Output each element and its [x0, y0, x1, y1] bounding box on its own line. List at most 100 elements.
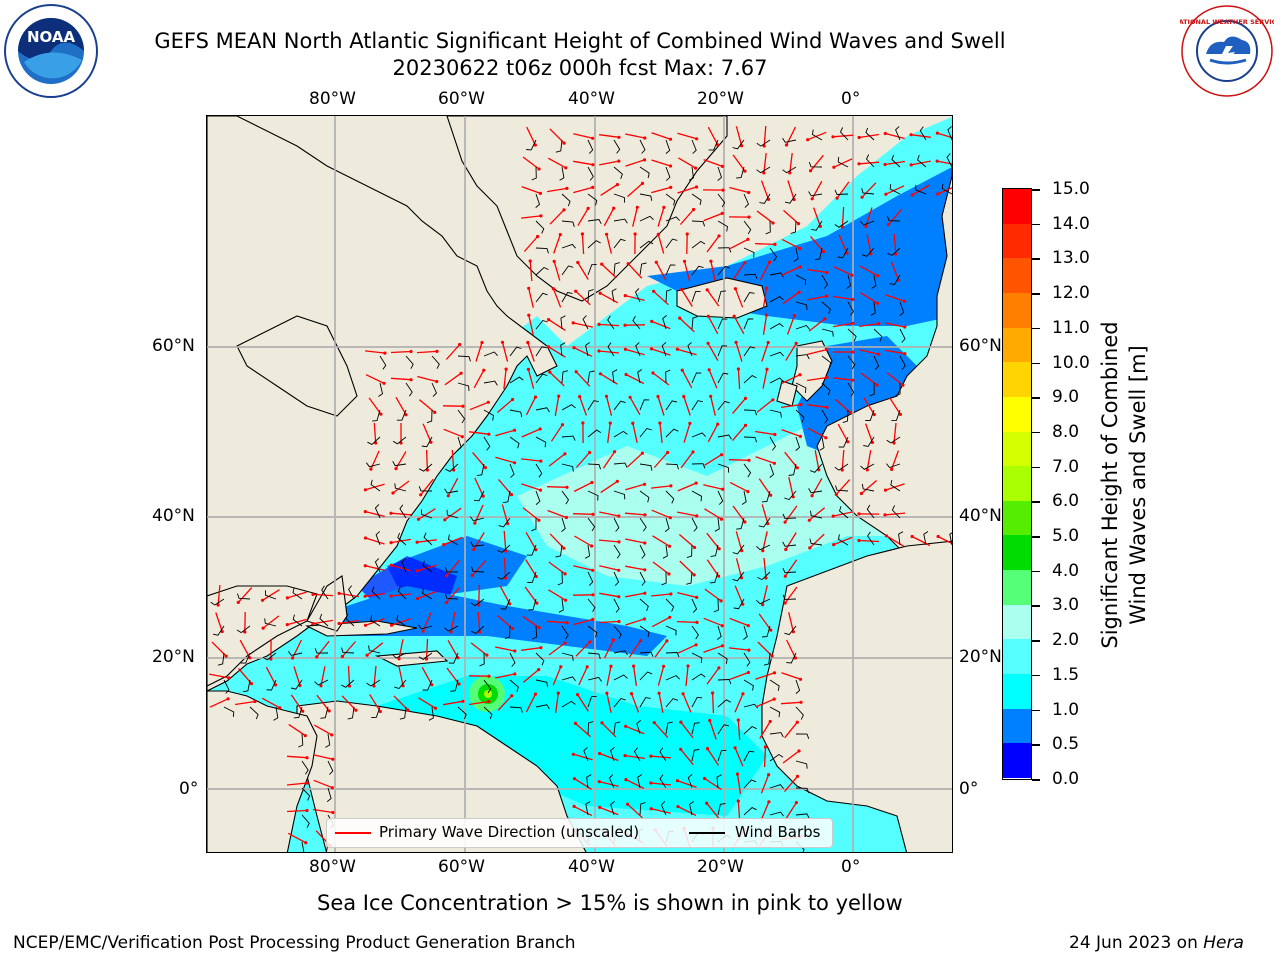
wave-arrow-head — [558, 233, 562, 237]
wind-barb — [639, 262, 647, 276]
wave-direction-arrow — [732, 505, 746, 523]
colorbar-segment — [1003, 500, 1031, 536]
wave-arrow-head — [692, 573, 696, 577]
wind-barb — [560, 342, 566, 357]
wave-arrow-head — [565, 186, 569, 190]
wind-barb — [808, 488, 823, 494]
wind-barb — [535, 490, 541, 505]
wind-barb — [743, 463, 752, 478]
colorbar-tick-mark — [1032, 605, 1040, 607]
wind-barb — [405, 355, 414, 369]
wind-barb — [399, 706, 407, 720]
wave-arrow-head — [564, 515, 568, 520]
wave-arrow-head — [442, 543, 446, 547]
wave-arrow-head — [363, 510, 367, 514]
wind-barb — [865, 409, 875, 421]
wave-direction-arrow — [395, 451, 407, 469]
wave-arrow-head — [226, 697, 230, 701]
wave-arrow-head — [734, 340, 738, 344]
wave-arrow-head — [443, 518, 447, 522]
wave-direction-arrow — [659, 423, 663, 443]
wave-arrow-head — [612, 206, 616, 210]
wind-barb — [717, 803, 726, 816]
wave-direction-arrow — [832, 134, 854, 138]
wave-direction-arrow — [574, 778, 592, 790]
wave-direction-arrow — [784, 505, 798, 523]
wave-direction-arrow — [729, 671, 749, 681]
wave-direction-arrow — [503, 369, 507, 389]
wind-barb — [717, 220, 728, 232]
wind-barb — [834, 463, 849, 471]
wind-barb — [405, 382, 413, 397]
wind-barb — [583, 747, 589, 762]
wave-arrow-head — [546, 345, 551, 349]
wave-arrow-head — [736, 718, 740, 722]
wind-barb — [431, 382, 438, 397]
wave-direction-arrow — [365, 374, 385, 384]
wind-barb — [891, 409, 901, 422]
wave-direction-arrow — [762, 585, 768, 605]
wind-barb — [717, 749, 727, 762]
wave-arrow-head — [810, 494, 814, 498]
wave-arrow-head — [719, 517, 724, 521]
wind-barb — [301, 760, 309, 775]
wave-arrow-head — [261, 626, 265, 630]
wind-barb — [587, 370, 595, 384]
wind-barb — [782, 541, 797, 547]
wind-barb — [587, 193, 598, 206]
wind-barb — [686, 571, 693, 585]
colorbar-segment — [1003, 604, 1031, 640]
wind-barb — [587, 625, 598, 638]
wind-barb — [795, 382, 807, 393]
wave-direction-arrow — [811, 477, 823, 497]
wind-barb — [847, 355, 856, 370]
wave-arrow-head — [901, 383, 905, 387]
wave-arrow-head — [580, 232, 584, 236]
wave-arrow-head — [681, 692, 685, 696]
wind-barb — [587, 463, 602, 470]
wind-barb — [793, 247, 799, 262]
wind-barb — [795, 436, 801, 451]
wind-barb — [587, 240, 601, 249]
wind-barb — [639, 463, 653, 471]
wind-barb — [639, 517, 647, 532]
wave-arrow-head — [798, 247, 802, 251]
wave-arrow-head — [537, 626, 541, 630]
wave-arrow-head — [615, 183, 619, 187]
wave-direction-arrow — [627, 182, 643, 198]
lon-label-top-20w: 20°W — [697, 89, 744, 109]
wind-barb — [756, 166, 771, 174]
wave-arrow-head — [823, 317, 827, 321]
wind-barb — [535, 247, 549, 254]
wave-direction-arrow — [573, 347, 593, 357]
wave-direction-arrow — [681, 289, 693, 307]
wind-barb — [509, 652, 516, 667]
wave-arrow-head — [243, 630, 247, 634]
wave-arrow-head — [783, 574, 787, 578]
map-panel[interactable] — [206, 115, 953, 853]
wave-direction-arrow — [526, 126, 536, 146]
colorbar-tick-mark — [1032, 223, 1040, 226]
wind-barb — [613, 166, 623, 180]
wave-direction-arrow — [733, 315, 745, 335]
wind-barb — [895, 382, 901, 397]
wave-arrow-head — [611, 638, 615, 642]
wave-direction-arrow — [863, 397, 875, 415]
lon-label-bottom-20w: 20°W — [697, 857, 744, 877]
wind-barb — [587, 676, 602, 682]
wind-barb — [732, 544, 745, 555]
wave-arrow-head — [652, 289, 656, 293]
wave-direction-arrow — [624, 512, 646, 516]
wind-barb — [769, 706, 781, 718]
wave-direction-arrow — [469, 401, 489, 411]
lat-label-right-60n: 60°N — [959, 336, 1002, 356]
wave-arrow-head — [795, 466, 799, 470]
wave-direction-arrow — [217, 584, 221, 606]
wave-arrow-head — [875, 301, 880, 305]
wave-arrow-head — [304, 841, 308, 845]
wave-direction-arrow — [781, 374, 801, 384]
wave-direction-arrow — [625, 725, 645, 735]
wave-direction-arrow — [525, 693, 537, 713]
wave-direction-arrow — [625, 483, 645, 491]
wave-direction-arrow — [784, 775, 798, 793]
